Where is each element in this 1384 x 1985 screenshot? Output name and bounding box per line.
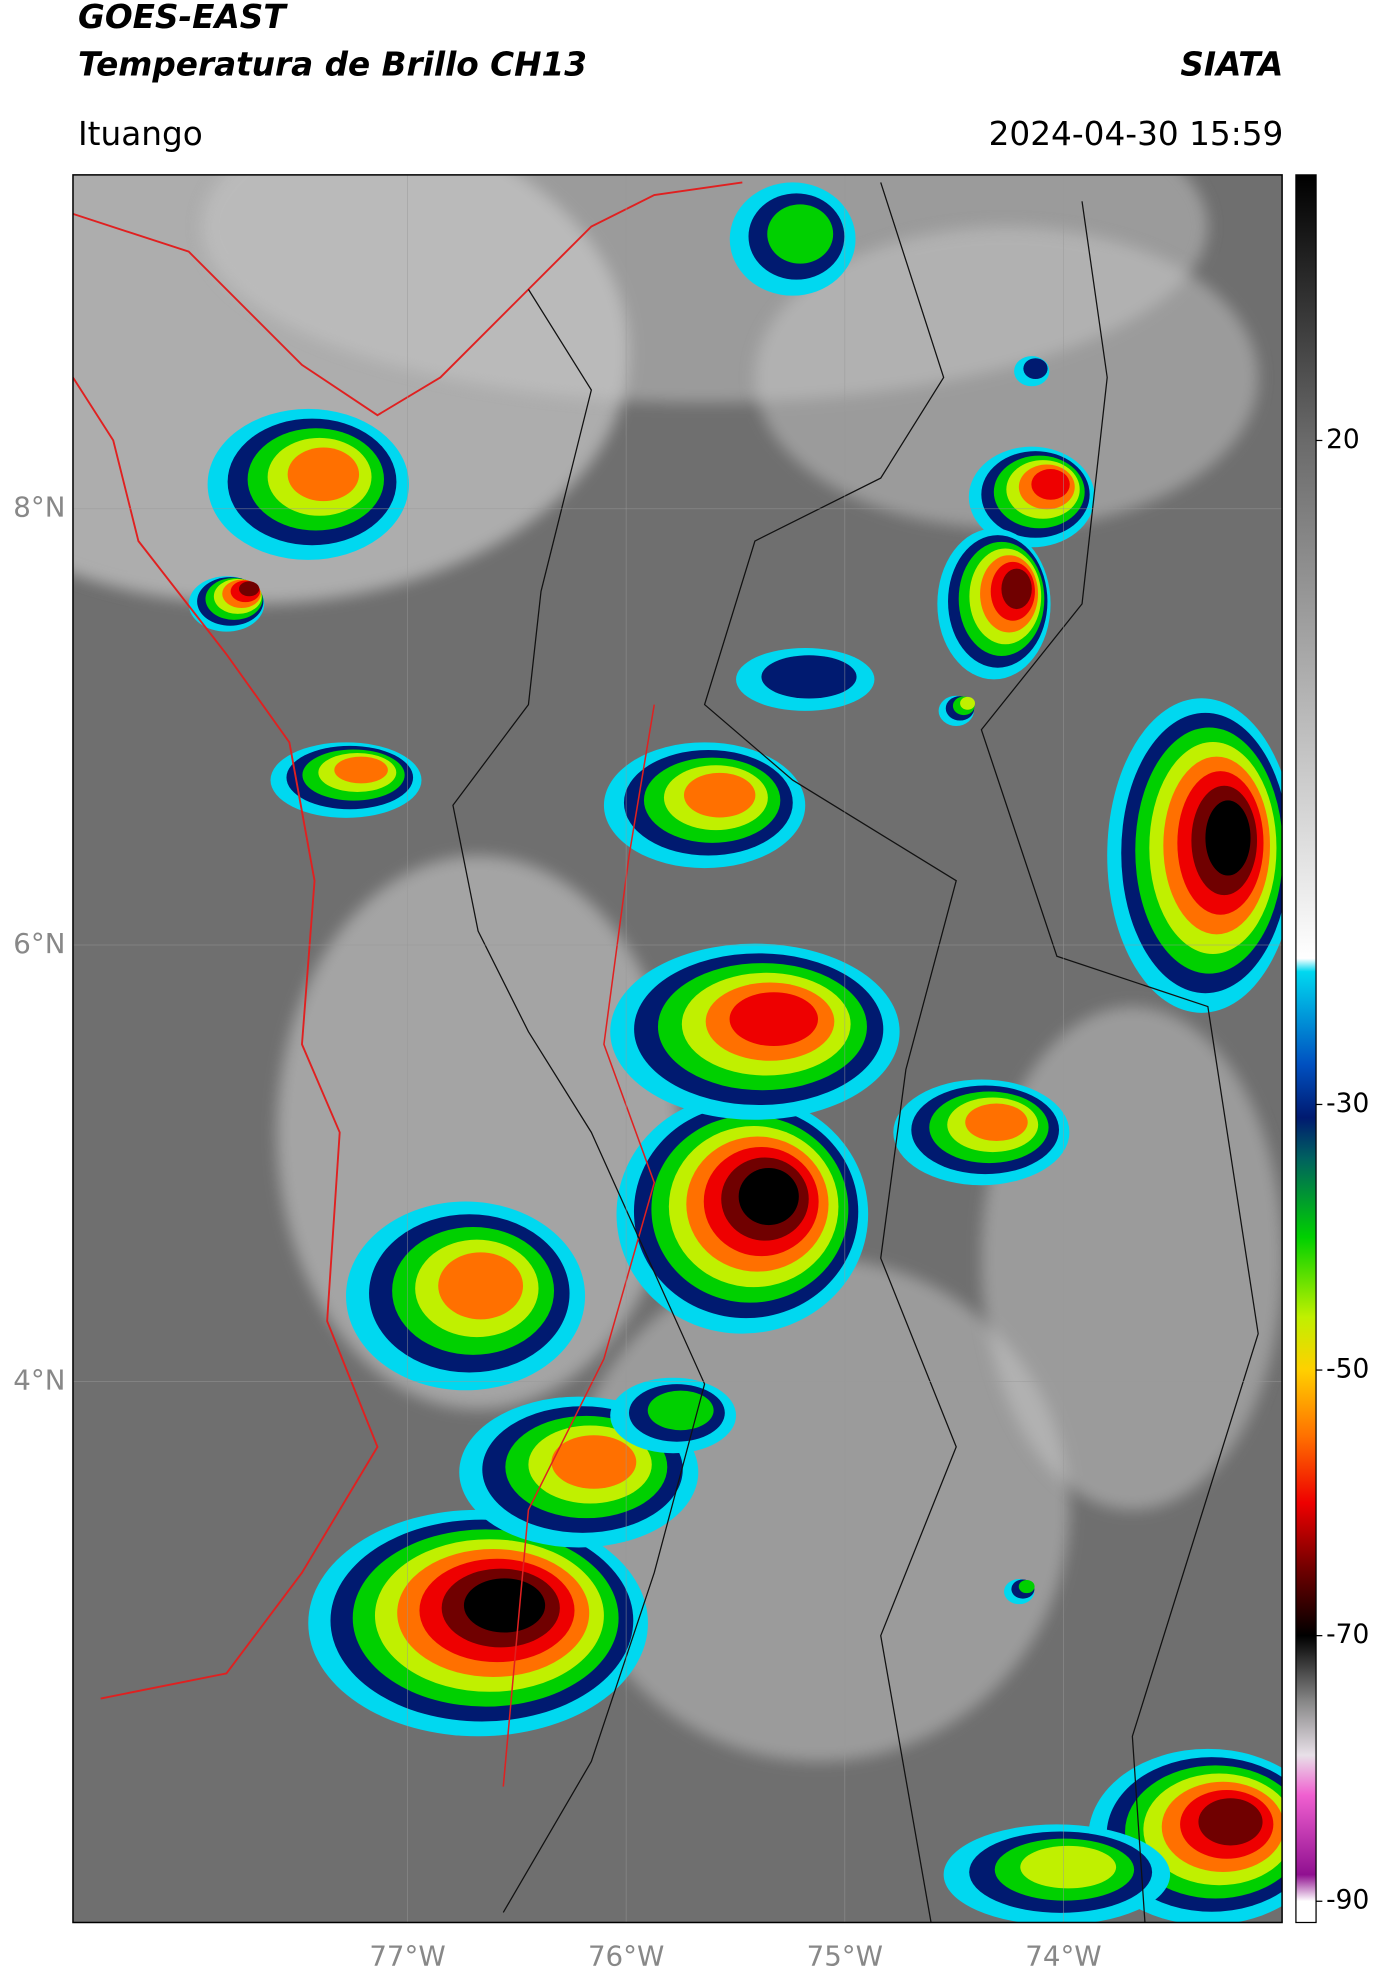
graticule bbox=[72, 174, 1283, 1923]
cloud-top bbox=[438, 1252, 524, 1320]
cloud-top bbox=[1031, 469, 1070, 500]
colorbar bbox=[1295, 174, 1317, 1924]
colorbar-tick-label: -30 bbox=[1326, 1088, 1369, 1119]
cloud bbox=[981, 1006, 1283, 1510]
cloud-field bbox=[72, 174, 1283, 1923]
colorbar-tick-label: -70 bbox=[1326, 1619, 1369, 1650]
cloud-top bbox=[238, 581, 260, 597]
colorbar-tick-label: -90 bbox=[1326, 1885, 1369, 1916]
cloud-top bbox=[767, 204, 834, 264]
cloud-top bbox=[960, 696, 975, 710]
axes: 77°W 76°W 75°W 74°W 8°N 6°N 4°N 20 -30 -50 -70 -90 bbox=[13, 424, 1369, 1973]
cloud-top bbox=[287, 447, 360, 502]
y-tick-label: 4°N bbox=[13, 1363, 65, 1396]
coastline bbox=[72, 376, 379, 1700]
map-frame bbox=[72, 174, 1283, 1924]
cloud-top bbox=[551, 1435, 637, 1489]
y-tick-label: 6°N bbox=[13, 927, 65, 960]
cloud-top bbox=[1205, 800, 1251, 876]
cloud-top bbox=[463, 1578, 546, 1633]
cloud-top bbox=[738, 1167, 799, 1226]
cloud-top bbox=[1198, 1798, 1263, 1846]
cloud-top bbox=[1018, 1579, 1035, 1594]
location: Ituango bbox=[78, 115, 203, 153]
boundary bbox=[703, 182, 957, 1923]
cloud-top bbox=[1023, 358, 1048, 380]
cloud-top bbox=[729, 992, 818, 1047]
cloud-top bbox=[1001, 568, 1032, 610]
cloud-top bbox=[1020, 1845, 1117, 1889]
cloud-top bbox=[647, 1390, 714, 1431]
colorbar-tick-label: -50 bbox=[1326, 1354, 1369, 1385]
boundary bbox=[452, 289, 706, 1913]
map-area bbox=[72, 174, 1283, 1923]
x-tick-label: 77°W bbox=[369, 1940, 445, 1973]
source: SIATA bbox=[1180, 46, 1283, 84]
x-tick-label: 74°W bbox=[1025, 1940, 1101, 1973]
x-tick-label: 75°W bbox=[807, 1940, 883, 1973]
boundary bbox=[502, 704, 656, 1787]
colorbar-tick-label: 20 bbox=[1326, 424, 1360, 455]
boundary bbox=[980, 201, 1259, 1923]
datetime: 2024-04-30 15:59 bbox=[989, 115, 1284, 153]
x-tick-label: 76°W bbox=[588, 1940, 664, 1973]
subtitle: Temperatura de Brillo CH13 bbox=[78, 46, 587, 84]
cloud-top bbox=[334, 756, 388, 784]
border bbox=[72, 181, 743, 417]
cloud-top bbox=[761, 655, 857, 699]
y-tick-label: 8°N bbox=[13, 491, 65, 524]
cloud-top bbox=[683, 772, 756, 818]
cloud-top bbox=[965, 1103, 1028, 1142]
title: GOES-EAST bbox=[78, 0, 288, 36]
cloud bbox=[754, 226, 1259, 529]
